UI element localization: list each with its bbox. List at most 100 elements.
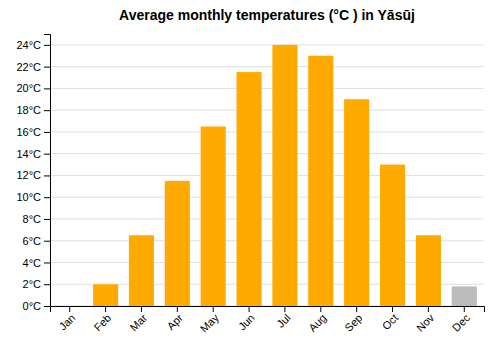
y-tick: 10°C — [16, 191, 50, 203]
bar — [57, 306, 82, 307]
y-tick-label: 10°C — [16, 191, 41, 203]
x-tick-label: Mar — [127, 311, 149, 333]
bar — [308, 56, 333, 306]
grid-line — [50, 44, 484, 45]
y-tick: 8°C — [23, 213, 50, 225]
x-tick-mark — [428, 306, 429, 312]
bar — [416, 235, 441, 306]
x-tick: Jan — [56, 306, 77, 333]
y-tick: 20°C — [16, 82, 50, 94]
y-tick-label: 2°C — [23, 278, 42, 290]
x-tick: Apr — [165, 306, 186, 332]
y-tick-mark — [44, 110, 50, 111]
x-tick: Nov — [414, 306, 437, 334]
grid-line — [50, 218, 484, 219]
y-tick-mark — [44, 88, 50, 89]
y-tick-mark — [44, 197, 50, 198]
plot: Jan Feb Mar Apr May Jun Jul Aug Sep Oct Nov Dec 0°C 2… — [16, 35, 484, 335]
y-tick-mark — [44, 175, 50, 176]
x-axis: Jan Feb Mar Apr May Jun Jul Aug Sep Oct Nov Dec — [51, 306, 485, 335]
y-tick-mark — [44, 284, 50, 285]
x-tick-mark — [105, 306, 106, 312]
bar — [93, 284, 118, 306]
y-tick-label: 12°C — [16, 169, 41, 181]
x-tick-label: Feb — [91, 312, 113, 334]
x-tick-mark — [141, 306, 142, 312]
y-tick: 6°C — [23, 235, 50, 247]
x-tick-mark — [249, 306, 250, 312]
grid-line — [50, 110, 484, 111]
x-tick-mark — [392, 306, 393, 312]
y-tick-mark — [44, 241, 50, 242]
y-tick: 4°C — [23, 257, 50, 269]
y-tick: 12°C — [16, 169, 50, 181]
y-tick: 24°C — [16, 39, 50, 51]
x-tick-label: Jun — [236, 312, 257, 333]
x-tick: Aug — [306, 306, 328, 334]
x-tick-mark — [320, 306, 321, 312]
x-tick-label: Dec — [450, 311, 473, 334]
bar — [237, 72, 262, 306]
y-tick-label: 16°C — [16, 126, 41, 138]
x-tick: Oct — [380, 306, 401, 332]
y-tick-label: 6°C — [23, 235, 42, 247]
x-tick: Feb — [91, 306, 113, 333]
title: Average monthly temperatures (°C ) in Yā… — [119, 7, 415, 23]
grid — [50, 45, 484, 306]
y-axis-line — [44, 35, 51, 307]
grid-line — [50, 153, 484, 154]
y-tick: 14°C — [16, 148, 50, 160]
x-tick: Dec — [450, 306, 473, 334]
bar — [201, 126, 226, 306]
x-tick-label: Jan — [56, 312, 77, 333]
y-tick-label: 0°C — [23, 300, 42, 312]
y-tick: 18°C — [16, 104, 50, 116]
y-tick-mark — [44, 132, 50, 133]
bar — [272, 45, 297, 306]
grid-line — [50, 88, 484, 89]
y-tick-label: 24°C — [16, 39, 41, 51]
x-tick-mark — [69, 306, 70, 312]
x-tick: May — [198, 306, 222, 335]
y-tick-label: 22°C — [16, 61, 41, 73]
x-tick-label: Oct — [380, 312, 401, 333]
x-tick: Sep — [342, 306, 364, 334]
bar — [165, 181, 190, 306]
x-tick: Jul — [274, 306, 292, 330]
y-tick-mark — [44, 306, 50, 307]
x-tick-mark — [213, 306, 214, 312]
grid-line — [50, 175, 484, 176]
y-tick: 16°C — [16, 126, 50, 138]
x-tick-mark — [284, 306, 285, 312]
y-tick: 0°C — [23, 300, 50, 312]
x-tick-label: May — [198, 311, 222, 335]
x-tick-label: Sep — [342, 312, 364, 334]
x-tick-label: Apr — [165, 311, 186, 332]
y-tick-label: 14°C — [16, 148, 41, 160]
x-tick: Jun — [236, 306, 257, 333]
x-tick: Mar — [127, 306, 149, 333]
y-tick: 2°C — [23, 278, 50, 290]
y-tick-label: 4°C — [23, 257, 42, 269]
bar — [452, 286, 477, 306]
y-tick: 22°C — [16, 61, 50, 73]
x-tick-mark — [464, 306, 465, 312]
x-tick-label: Nov — [414, 311, 437, 334]
y-tick-mark — [44, 262, 50, 263]
x-tick-mark — [177, 306, 178, 312]
grid-line — [50, 66, 484, 67]
y-tick-mark — [44, 219, 50, 220]
y-tick-label: 18°C — [16, 104, 41, 116]
x-axis-line — [51, 307, 485, 313]
grid-line — [50, 131, 484, 132]
x-tick-label: Jul — [274, 312, 292, 330]
x-tick-mark — [356, 306, 357, 312]
chart: Jan Feb Mar Apr May Jun Jul Aug Sep Oct Nov Dec 0°C 2… — [0, 0, 500, 350]
bar — [344, 99, 369, 306]
x-tick-label: Aug — [306, 312, 328, 334]
bar — [380, 165, 405, 306]
y-tick-label: 8°C — [23, 213, 42, 225]
grid-line — [50, 197, 484, 198]
y-tick-mark — [44, 45, 50, 46]
y-tick-mark — [44, 154, 50, 155]
